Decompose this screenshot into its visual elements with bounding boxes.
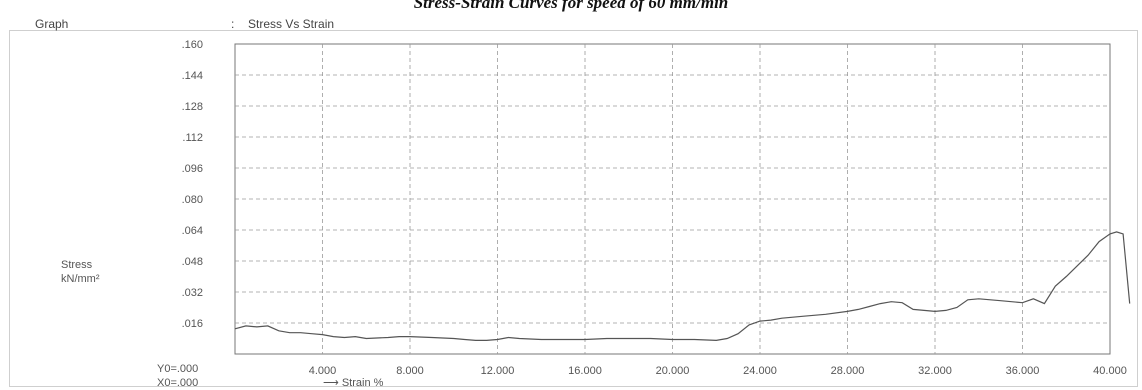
y-tick-label: .048 [182, 256, 203, 268]
x-tick-label: 12.000 [481, 365, 515, 377]
y-axis-label-quantity: Stress [61, 259, 93, 271]
page-title: Stress-Strain Curves for speed of 60 mm/… [413, 0, 729, 12]
y-origin-label: Y0=.000 [157, 363, 199, 375]
y-tick-label: .128 [182, 101, 203, 113]
graph-label: Graph [35, 17, 69, 31]
x-tick-label: 16.000 [568, 365, 602, 377]
y-tick-label: .144 [182, 70, 203, 82]
y-axis-label-unit: kN/mm² [61, 273, 100, 285]
y-tick-label: .016 [182, 318, 203, 330]
x-tick-label: 20.000 [656, 365, 690, 377]
x-tick-label: 4.000 [309, 365, 337, 377]
header-separator: : [231, 17, 235, 31]
y-axis-label: Stress kN/mm² [61, 258, 100, 286]
y-tick-label: .112 [182, 132, 203, 144]
y-tick-label: .160 [182, 39, 203, 51]
x-tick-label: 28.000 [831, 365, 865, 377]
y-tick-label: .064 [182, 225, 203, 237]
x-origin-label: X0=.000 [157, 377, 199, 389]
x-tick-label: 24.000 [743, 365, 777, 377]
x-axis-label-text: Strain % [341, 377, 384, 389]
x-axis-label: ⟶ Strain % [323, 376, 383, 389]
chart-title: Stress Vs Strain [248, 17, 335, 31]
y-tick-label: .032 [182, 287, 203, 299]
arrow-right-icon: ⟶ [323, 377, 339, 389]
x-tick-label: 8.000 [396, 365, 424, 377]
x-tick-label: 36.000 [1006, 365, 1040, 377]
x-tick-label: 40.000 [1093, 365, 1127, 377]
y-tick-label: .096 [182, 163, 203, 175]
y-tick-label: .080 [182, 194, 203, 206]
stress-strain-series-line [234, 231, 1131, 342]
graph-frame [9, 30, 1138, 387]
x-tick-label: 32.000 [918, 365, 952, 377]
